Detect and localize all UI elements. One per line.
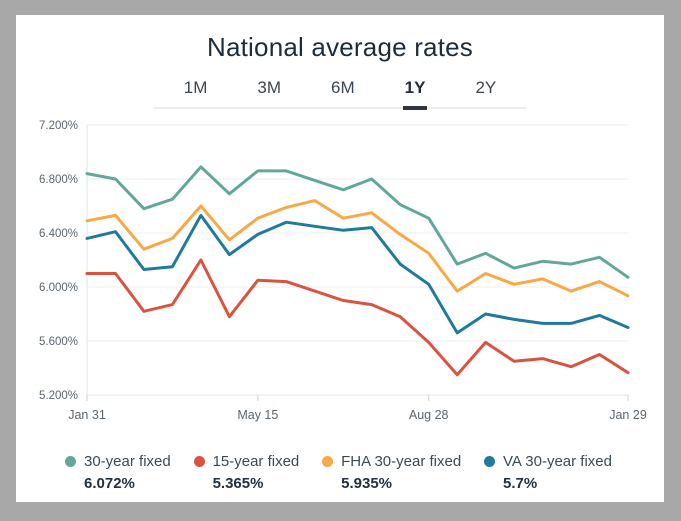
period-tabs: 1M 3M 6M 1Y 2Y — [154, 78, 526, 110]
tab-2y[interactable]: 2Y — [475, 78, 497, 97]
chart-area[interactable]: 7.200% 6.800% 6.400% 6.000% 5.600% 5.200% Jan … — [16, 115, 664, 427]
svg-text:6.800%: 6.800% — [39, 174, 78, 186]
svg-text:Jan 29: Jan 29 — [609, 408, 647, 422]
svg-text:7.200%: 7.200% — [39, 120, 78, 132]
legend-item-30-year-fixed: 30-year fixed 6.072% — [65, 453, 171, 492]
svg-text:6.400%: 6.400% — [39, 228, 78, 240]
legend-item-fha-30-year-fixed: FHA 30-year fixed 5.935% — [322, 453, 461, 492]
tab-3m[interactable]: 3M — [257, 78, 282, 97]
chart-legend: 30-year fixed 6.072% 15-year fixed 5.365… — [16, 453, 664, 492]
page-title: National average rates — [207, 32, 473, 62]
legend-label: VA 30-year fixed — [503, 453, 612, 470]
legend-value: 6.072% — [84, 475, 135, 492]
legend-value: 5.7% — [503, 475, 538, 492]
svg-text:Aug 28: Aug 28 — [409, 408, 449, 422]
legend-dot — [65, 456, 76, 467]
tab-1y[interactable]: 1Y — [402, 78, 428, 110]
svg-text:5.200%: 5.200% — [39, 390, 78, 402]
legend-item-va-30-year-fixed: VA 30-year fixed 5.7% — [484, 453, 612, 492]
rates-card: National average rates 1M 3M 6M 1Y 2Y 7.… — [16, 15, 664, 502]
svg-text:May 15: May 15 — [237, 408, 278, 422]
legend-dot — [484, 456, 496, 467]
svg-text:5.600%: 5.600% — [39, 336, 78, 348]
legend-dot — [322, 456, 334, 467]
legend-dot — [193, 456, 205, 467]
legend-item-15-year-fixed: 15-year fixed 5.365% — [193, 453, 300, 492]
rates-chart-svg[interactable]: 7.200% 6.800% 6.400% 6.000% 5.600% 5.200% Jan … — [16, 115, 664, 427]
legend-value: 5.935% — [341, 475, 392, 492]
tab-1m[interactable]: 1M — [183, 78, 208, 97]
svg-text:6.000%: 6.000% — [39, 282, 78, 294]
legend-label: 15-year fixed — [212, 453, 300, 470]
svg-text:Jan 31: Jan 31 — [68, 408, 106, 422]
legend-value: 5.365% — [212, 475, 264, 492]
legend-label: 30-year fixed — [84, 453, 171, 470]
tab-6m[interactable]: 6M — [331, 78, 355, 97]
legend-label: FHA 30-year fixed — [341, 453, 462, 470]
